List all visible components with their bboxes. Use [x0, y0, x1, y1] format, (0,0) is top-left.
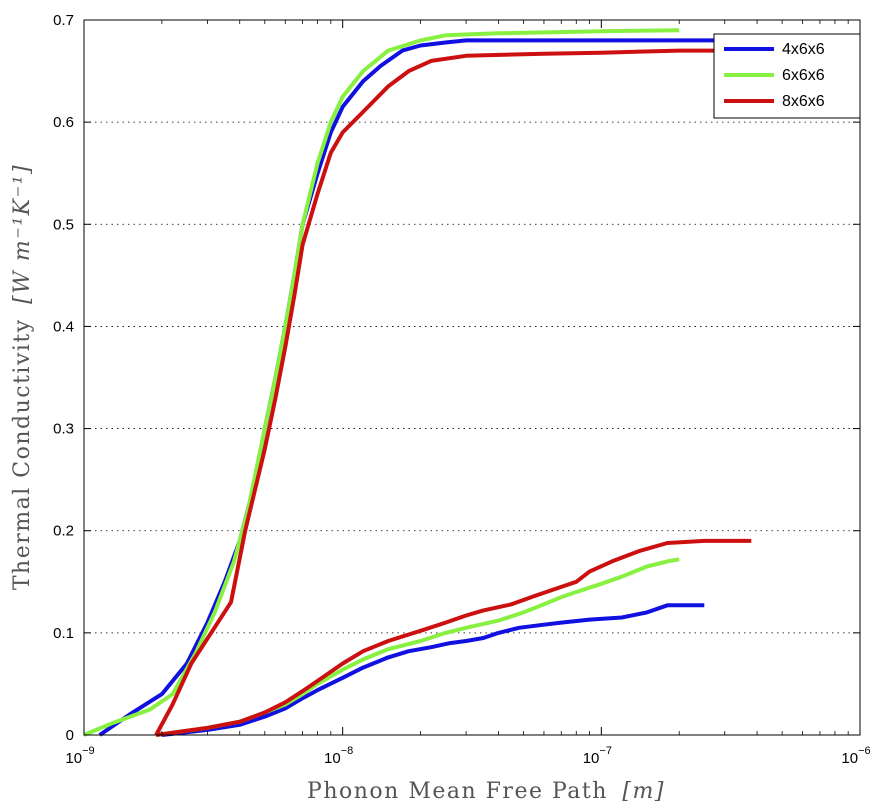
x-tick-label: 10−8	[324, 745, 353, 767]
axis-ticks	[83, 19, 861, 736]
legend-label: 8x6x6	[782, 93, 825, 110]
y-tick-label: 0	[66, 727, 74, 744]
series-layer	[83, 28, 783, 737]
series-line-lower-4x6x6	[161, 603, 705, 737]
series-line-lower-8x6x6	[155, 538, 752, 737]
legend-label: 6x6x6	[782, 67, 825, 84]
y-tick-label: 0.6	[53, 114, 74, 131]
tick-labels: 0 0.1 0.2 0.3 0.4 0.5 0.6 0.7 10−9 10−8 10−7 10−6	[53, 12, 870, 767]
y-tick-label: 0.2	[53, 523, 74, 540]
y-tick-label: 0.5	[53, 216, 74, 233]
x-tick-label: 10−7	[583, 745, 612, 767]
x-tick-label: 10−6	[841, 745, 870, 767]
y-tick-label: 0.7	[53, 12, 74, 29]
y-tick-label: 0.3	[53, 421, 74, 438]
grid-lines	[84, 121, 860, 634]
x-tick-label: 10−9	[65, 745, 94, 767]
legend-label: 4x6x6	[782, 41, 825, 58]
legend: 4x6x6 6x6x6 8x6x6	[713, 33, 861, 119]
y-tick-label: 0.4	[53, 318, 74, 335]
series-line-upper-4x6x6	[98, 38, 783, 737]
y-tick-label: 0.1	[53, 625, 74, 642]
plot-frame	[83, 19, 861, 736]
series-line-upper-6x6x6	[83, 28, 680, 737]
series-line-upper-8x6x6	[154, 48, 783, 736]
x-axis-title: Phonon Mean Free Path [m]	[307, 779, 665, 804]
y-axis-title: Thermal Conductivity [W m⁻¹K⁻¹]	[10, 164, 35, 590]
